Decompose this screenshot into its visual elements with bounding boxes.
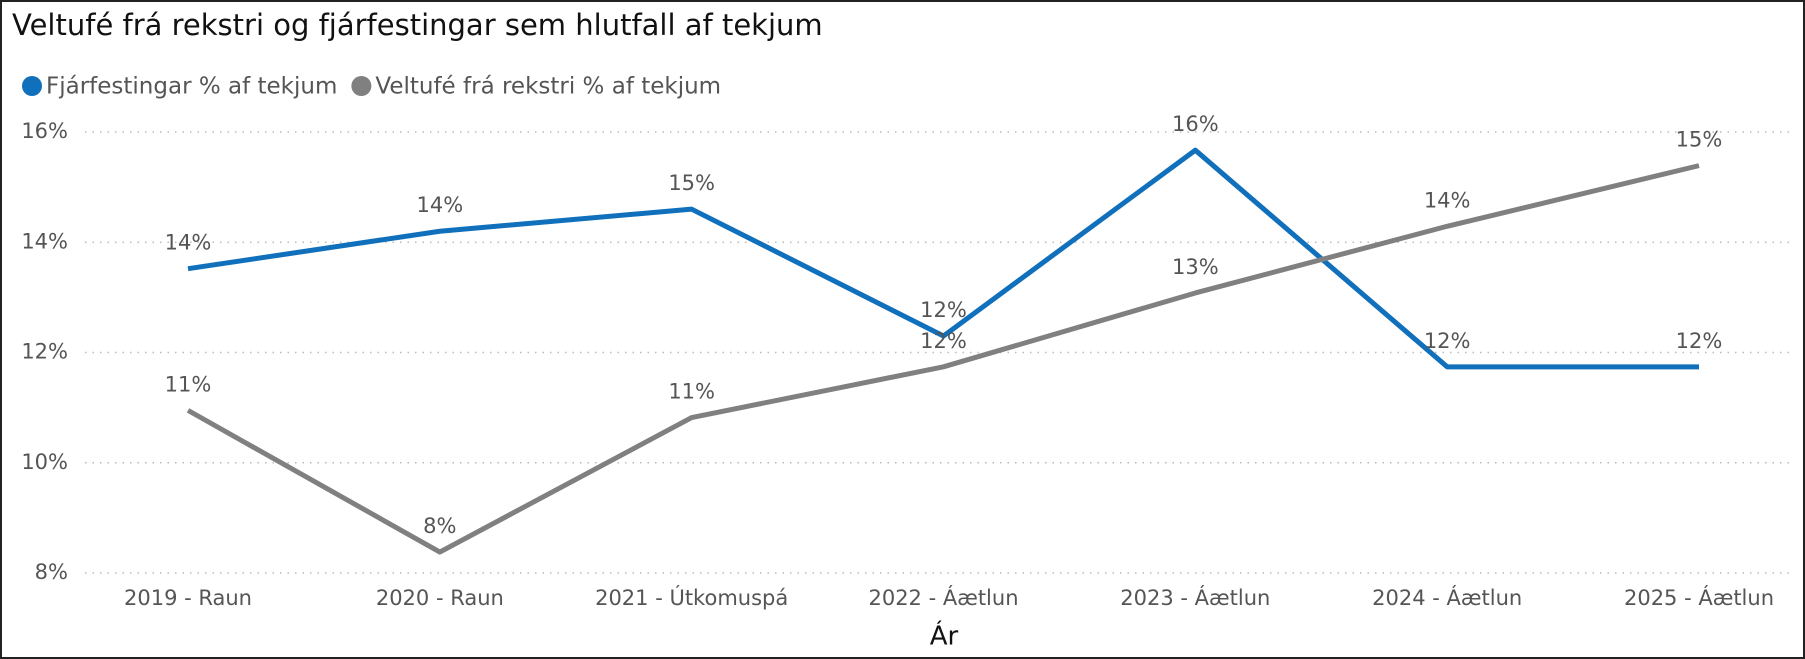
x-tick-label: 2021 - Útkomuspá [595,585,788,610]
y-tick-label: 14% [21,229,68,253]
data-label: 16% [1172,112,1219,136]
legend-label: Fjárfestingar % af tekjum [46,74,337,100]
data-label: 15% [668,171,715,195]
data-label: 11% [668,380,715,404]
x-tick-label: 2022 - Áætlun [868,585,1018,610]
data-label: 14% [1424,188,1471,212]
data-label: 12% [1424,329,1471,353]
legend-marker [351,76,372,96]
x-tick-label: 2020 - Raun [376,586,504,610]
data-label: 12% [920,298,967,322]
data-label: 13% [1172,255,1219,279]
data-label: 15% [1676,128,1723,152]
y-tick-label: 16% [21,119,68,143]
x-tick-label: 2024 - Áætlun [1372,585,1522,610]
y-tick-label: 8% [35,560,68,584]
legend-label: Veltufé frá rekstri % af tekjum [375,74,721,100]
data-label: 14% [416,193,463,217]
data-label: 8% [423,514,456,538]
x-tick-label: 2019 - Raun [124,586,252,610]
y-tick-label: 12% [21,340,68,364]
data-label: 12% [1676,329,1723,353]
series-line [187,147,1699,370]
x-axis-title: Ár [930,620,959,652]
x-tick-label: 2025 - Áætlun [1624,585,1774,610]
legend-marker [22,76,42,96]
data-label: 12% [920,329,967,353]
series-line [186,163,1700,555]
y-tick-label: 10% [21,450,68,474]
data-label: 14% [165,231,212,255]
data-label: 11% [165,372,212,396]
chart-title: Veltufé frá rekstri og fjárfestingar sem… [12,8,823,42]
x-tick-label: 2023 - Áætlun [1120,585,1270,610]
